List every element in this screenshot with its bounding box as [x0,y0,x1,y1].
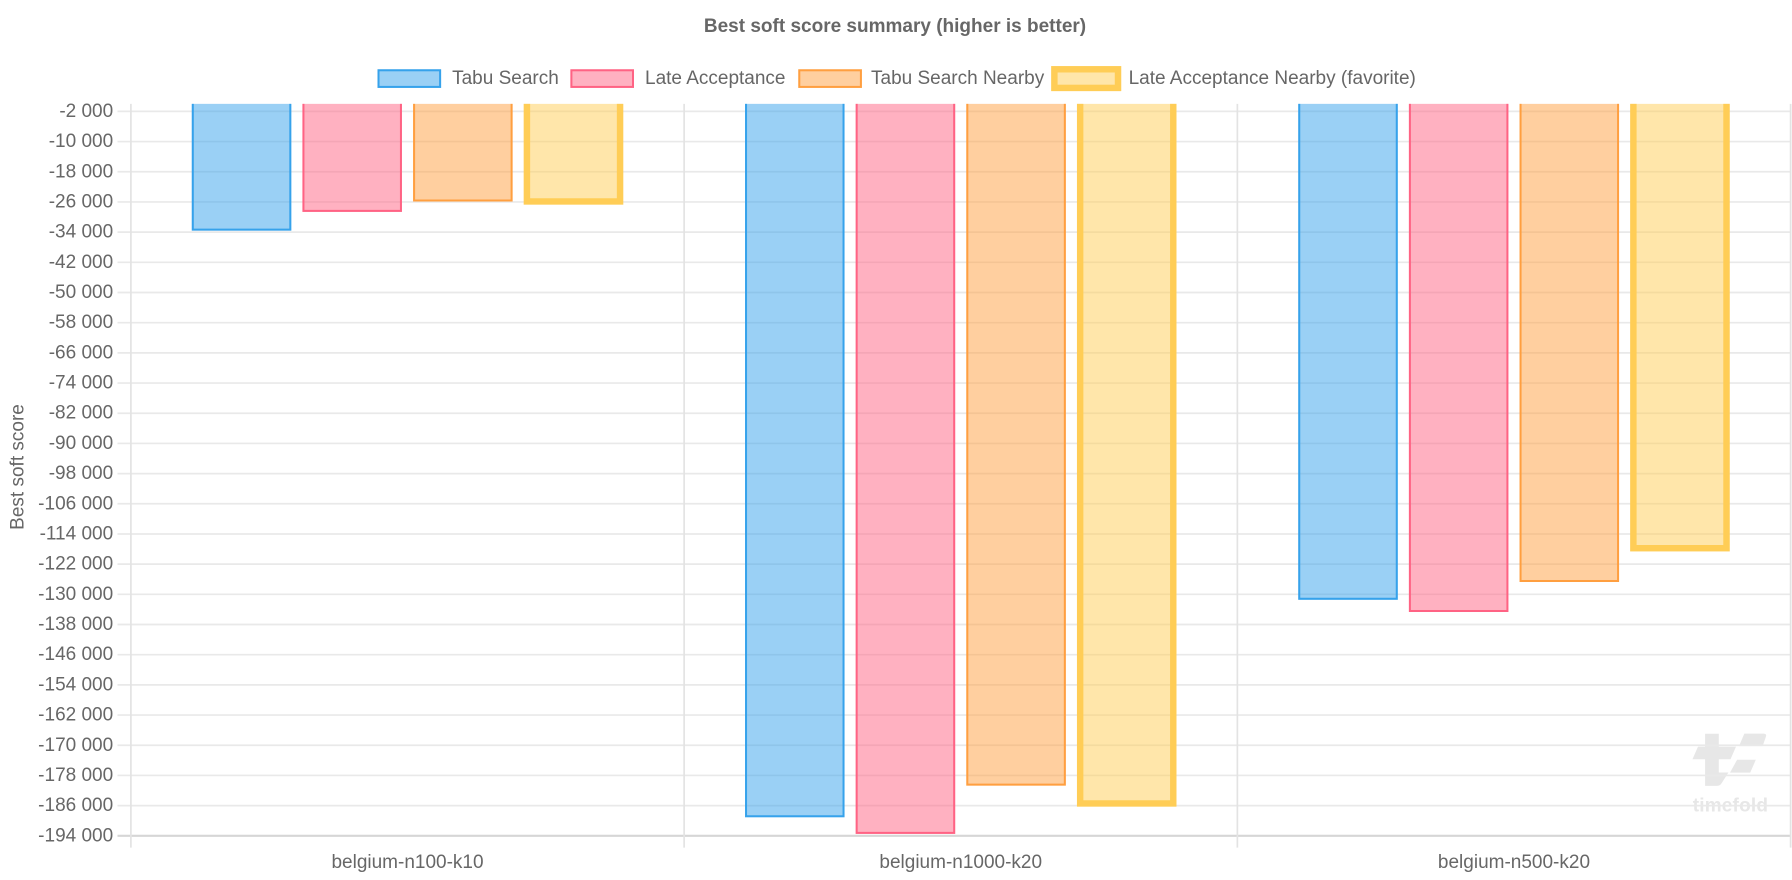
svg-text:-162 000: -162 000 [38,705,113,726]
svg-text:-2 000: -2 000 [59,101,113,122]
svg-text:-170 000: -170 000 [38,735,113,756]
svg-text:-122 000: -122 000 [38,554,113,575]
svg-text:-82 000: -82 000 [49,403,113,424]
svg-text:belgium-n500-k20: belgium-n500-k20 [1438,852,1590,873]
svg-text:Best soft score summary (highe: Best soft score summary (higher is bette… [704,16,1086,37]
svg-text:-66 000: -66 000 [49,342,113,363]
svg-text:Late Acceptance: Late Acceptance [645,68,786,89]
svg-text:-58 000: -58 000 [49,312,113,333]
svg-text:-34 000: -34 000 [49,222,113,243]
svg-text:-90 000: -90 000 [49,433,113,454]
svg-text:-130 000: -130 000 [38,584,113,605]
svg-text:-74 000: -74 000 [49,373,113,394]
svg-text:Tabu Search Nearby: Tabu Search Nearby [871,68,1045,89]
svg-text:-146 000: -146 000 [38,644,113,665]
svg-text:-114 000: -114 000 [40,523,114,544]
svg-text:-194 000: -194 000 [38,825,113,846]
svg-text:-138 000: -138 000 [38,614,113,635]
svg-text:-106 000: -106 000 [38,493,113,514]
svg-text:belgium-n100-k10: belgium-n100-k10 [331,852,483,873]
svg-text:-98 000: -98 000 [49,463,113,484]
svg-text:-154 000: -154 000 [38,674,113,695]
svg-text:Late Acceptance Nearby (favori: Late Acceptance Nearby (favorite) [1129,68,1416,89]
svg-text:-50 000: -50 000 [49,282,113,303]
svg-text:-18 000: -18 000 [49,161,113,182]
svg-text:belgium-n1000-k20: belgium-n1000-k20 [879,852,1042,873]
svg-text:-186 000: -186 000 [38,795,113,816]
svg-text:Tabu Search: Tabu Search [452,68,559,89]
svg-text:-178 000: -178 000 [38,765,113,786]
svg-text:Best soft score: Best soft score [8,404,29,530]
svg-text:-42 000: -42 000 [49,252,113,273]
svg-text:-10 000: -10 000 [49,131,113,152]
svg-text:-26 000: -26 000 [49,191,113,212]
